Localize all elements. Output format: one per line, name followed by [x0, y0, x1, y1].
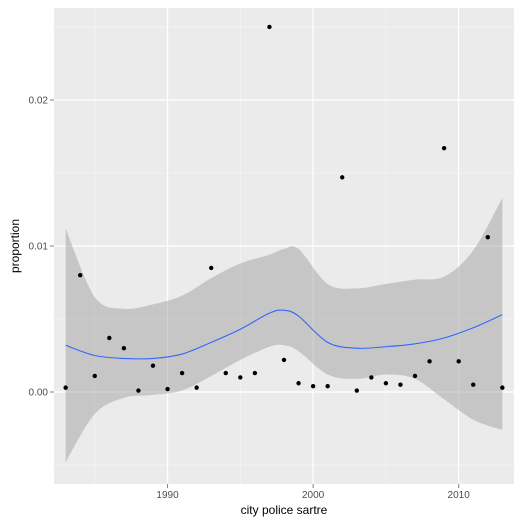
data-point: [281, 357, 287, 363]
data-point: [136, 388, 141, 393]
data-point: [354, 388, 359, 393]
x-axis-ticks: 1990 2000 2010: [156, 484, 470, 501]
data-point: [179, 370, 185, 376]
data-point: [121, 346, 127, 351]
y-tick-label: 0.00: [29, 388, 49, 399]
y-tick-label: 0.01: [29, 242, 49, 253]
data-point: [398, 382, 403, 387]
confidence-ribbon: [65, 197, 503, 463]
data-point: [78, 273, 83, 278]
data-point: [107, 335, 112, 341]
data-point: [92, 373, 97, 379]
smooth-line: [65, 309, 503, 360]
data-points: [63, 24, 505, 393]
data-point: [485, 235, 490, 240]
x-tick-label: 2000: [302, 490, 325, 501]
x-tick-label: 1990: [156, 490, 179, 501]
major-grid: [54, 8, 514, 484]
data-point: [194, 385, 199, 390]
data-point: [63, 385, 68, 390]
data-point: [150, 363, 156, 368]
x-axis-title: city police sartre: [241, 503, 328, 517]
x-tick-label: 2010: [448, 490, 471, 501]
data-point: [471, 382, 476, 387]
data-point: [427, 359, 432, 364]
data-point: [310, 383, 316, 389]
data-point: [412, 373, 418, 379]
data-point: [456, 359, 461, 364]
data-point: [340, 175, 345, 180]
y-tick-label: 0.02: [29, 95, 49, 106]
data-point: [383, 381, 389, 386]
data-point: [441, 145, 447, 151]
y-axis-title: proportion: [8, 219, 22, 273]
data-point: [267, 24, 272, 30]
data-point: [238, 375, 243, 380]
data-point: [369, 375, 374, 380]
data-point: [209, 265, 214, 271]
data-point: [500, 385, 505, 390]
y-axis-ticks: 0.00 0.01 0.02: [29, 95, 54, 399]
data-point: [165, 386, 170, 392]
data-point: [252, 370, 258, 376]
data-point: [296, 381, 301, 386]
data-point: [223, 370, 228, 376]
data-point: [325, 383, 330, 389]
